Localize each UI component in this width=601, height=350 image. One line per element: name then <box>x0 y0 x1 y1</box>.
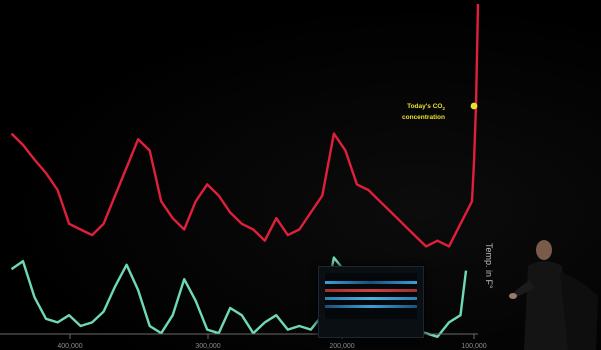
temperature-axis-label: Temp. in F° <box>484 243 494 289</box>
stage-monitor-screen <box>325 273 417 319</box>
x-tick-label: 200,000 <box>329 343 354 350</box>
annotation-line-1: Today's CO2 <box>407 103 445 111</box>
current-co2-marker <box>470 102 478 110</box>
annotation-line-2: concentration <box>402 114 445 121</box>
stage-monitor <box>318 266 424 338</box>
x-tick-label: 100,000 <box>461 343 486 350</box>
x-tick-label: 400,000 <box>57 343 82 350</box>
co2-series <box>10 3 480 248</box>
x-tick-label: 300,000 <box>195 343 220 350</box>
current-co2-annotation: Today's CO2 concentration <box>402 102 478 121</box>
presenter-figure <box>509 240 598 350</box>
co2-line <box>10 3 480 248</box>
